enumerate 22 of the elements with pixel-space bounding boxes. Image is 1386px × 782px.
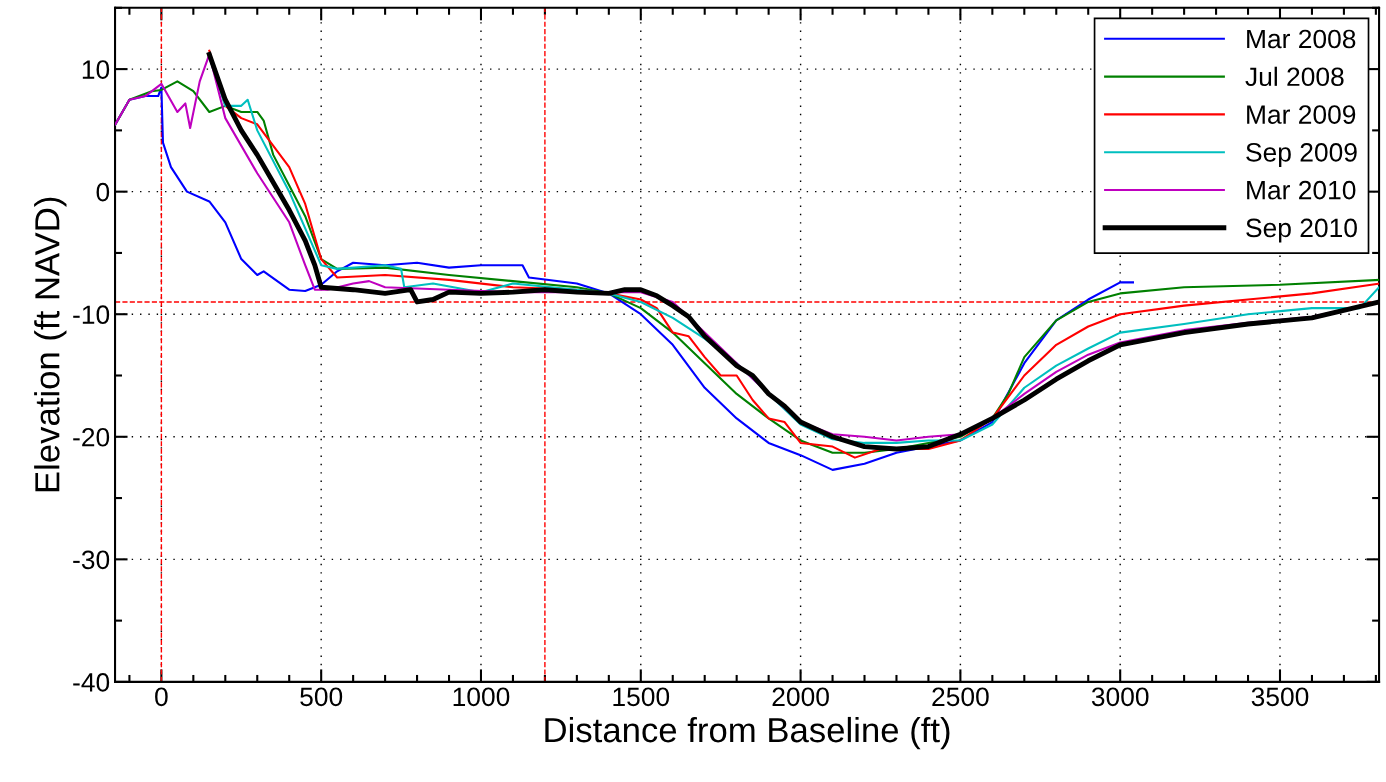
y-tick-label: -20: [73, 427, 110, 447]
x-tick-label: 3500: [1251, 687, 1309, 707]
x-tick-label: 3000: [1091, 687, 1149, 707]
legend-label: Mar 2010: [1247, 180, 1356, 200]
legend-label: Mar 2009: [1247, 105, 1356, 124]
y-tick-label: -30: [73, 550, 110, 570]
y-tick-label: 10: [82, 60, 110, 79]
legend-label: Mar 2008: [1247, 29, 1356, 49]
x-tick-label: 0: [155, 687, 168, 707]
x-tick-label: 500: [300, 687, 343, 707]
y-tick-label: 0: [96, 182, 110, 202]
x-tick-label: 2000: [772, 687, 829, 707]
y-tick-label: -40: [73, 673, 110, 692]
x-axis-title: Distance from Baseline (ft): [545, 716, 950, 750]
y-axis-title: Elevation (ft NAVD): [34, 197, 67, 492]
y-tick-label: -10: [73, 305, 110, 325]
legend-label: Sep 2009: [1246, 143, 1357, 167]
legend-label: Jul 2008: [1245, 66, 1344, 87]
x-tick-label: 1500: [613, 687, 670, 707]
x-tick-label: 1000: [453, 687, 510, 707]
x-tick-label: 2500: [932, 687, 989, 707]
legend-label: Sep 2010: [1246, 218, 1357, 243]
